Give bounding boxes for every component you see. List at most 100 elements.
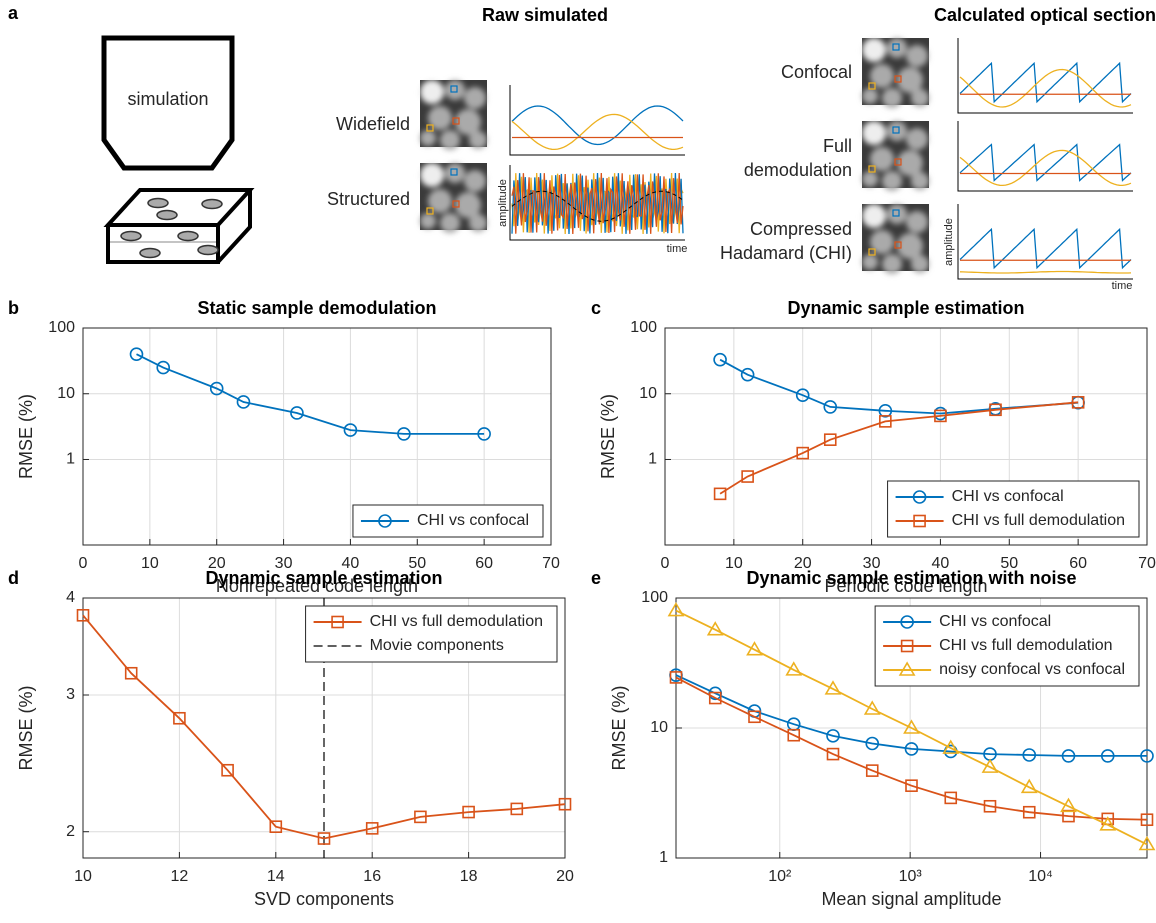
x-tick-label: 10	[74, 868, 92, 885]
marker	[713, 487, 727, 501]
legend: CHI vs confocal	[352, 504, 544, 538]
panel-letter: a	[8, 3, 19, 23]
cell	[906, 128, 928, 150]
x-tick-label: 10²	[768, 868, 792, 885]
trace-axes	[509, 165, 685, 241]
marker	[865, 764, 879, 777]
x-tick-label: 10	[141, 555, 159, 572]
trace	[511, 172, 684, 235]
cell	[440, 213, 460, 233]
trace	[959, 270, 1132, 274]
legend-label: CHI vs confocal	[417, 512, 529, 529]
x-tick-label: 60	[475, 555, 493, 572]
cell	[455, 192, 481, 218]
roi	[868, 165, 876, 173]
marker	[477, 427, 491, 441]
cell	[887, 121, 907, 141]
roi	[450, 168, 458, 176]
row-label: Full	[823, 136, 852, 156]
row-label: demodulation	[744, 160, 852, 180]
trace	[511, 113, 684, 151]
cell	[420, 213, 436, 229]
marker	[942, 739, 960, 754]
micro-blobs	[862, 204, 929, 274]
marker	[397, 427, 411, 441]
series-line	[675, 609, 1148, 846]
axes-box	[664, 327, 1148, 546]
calc-title: Calculated optical section	[934, 5, 1156, 25]
axis-label: amplitude	[943, 218, 955, 266]
x-tick-label: 50	[1000, 555, 1018, 572]
roi	[868, 82, 876, 90]
roi	[450, 85, 458, 93]
marker	[669, 671, 683, 684]
y-tick-label: 1	[648, 451, 657, 468]
cell	[445, 80, 465, 100]
x-tick-label: 12	[171, 868, 189, 885]
marker	[510, 802, 524, 816]
marker	[1060, 797, 1077, 813]
row-label: Confocal	[781, 62, 852, 82]
legend: CHI vs full demodulation Movie components	[305, 605, 558, 663]
cell	[469, 131, 487, 149]
series-line	[675, 676, 1148, 821]
y-tick-label: 4	[66, 589, 75, 606]
chart-title: Dynamic sample estimation with noise	[746, 568, 1076, 588]
roi	[894, 75, 902, 83]
marker	[741, 470, 754, 483]
y-tick-label: 100	[641, 589, 668, 606]
roi	[894, 158, 902, 166]
marker	[823, 400, 838, 414]
cell	[464, 170, 486, 192]
roi	[452, 117, 460, 125]
micro-blobs	[420, 163, 487, 233]
x-tick-label: 10	[725, 555, 743, 572]
cell	[911, 255, 929, 273]
marker	[708, 691, 722, 705]
marker	[558, 797, 572, 811]
x-tick-label: 40	[342, 555, 360, 572]
marker	[878, 404, 893, 418]
cell	[897, 233, 923, 259]
x-tick-label: 20	[208, 555, 226, 572]
marker	[1071, 396, 1085, 409]
marker	[865, 736, 880, 751]
marker	[706, 621, 724, 636]
roi	[426, 207, 434, 215]
series-line	[719, 358, 1079, 415]
cell	[862, 254, 878, 270]
cell	[911, 89, 929, 107]
marker	[898, 661, 916, 676]
legend-label: noisy confocal vs confocal	[939, 661, 1125, 678]
marker	[905, 779, 918, 792]
roi	[892, 126, 900, 134]
cell	[862, 171, 878, 187]
marker	[236, 395, 251, 409]
micro-blobs	[862, 121, 929, 191]
raw-title: Raw simulated	[482, 5, 608, 25]
trace	[511, 105, 684, 146]
series-line	[82, 614, 566, 840]
marker	[740, 367, 755, 382]
trace	[959, 149, 1132, 187]
marker	[748, 710, 761, 724]
y-tick-label: 100	[48, 319, 75, 336]
axes-box	[675, 597, 1148, 859]
y-tick-label: 10	[639, 385, 657, 402]
cell	[887, 204, 907, 224]
x-tick-label: 16	[363, 868, 381, 885]
legend-label: CHI vs full demodulation	[939, 637, 1112, 654]
y-axis-label: RMSE (%)	[16, 686, 36, 771]
chart-title: Dynamic sample estimation	[205, 568, 442, 588]
cell	[897, 67, 923, 93]
cell	[882, 171, 902, 191]
trace-axes	[957, 38, 1133, 114]
legend: CHI vs confocal CHI vs full demodulation	[887, 480, 1140, 538]
objective-label: simulation	[127, 89, 208, 109]
marker	[912, 490, 927, 504]
marker	[989, 403, 1002, 417]
marker	[746, 641, 763, 656]
marker	[1022, 805, 1036, 819]
x-tick-label: 70	[1138, 555, 1156, 572]
trace	[959, 61, 1132, 104]
